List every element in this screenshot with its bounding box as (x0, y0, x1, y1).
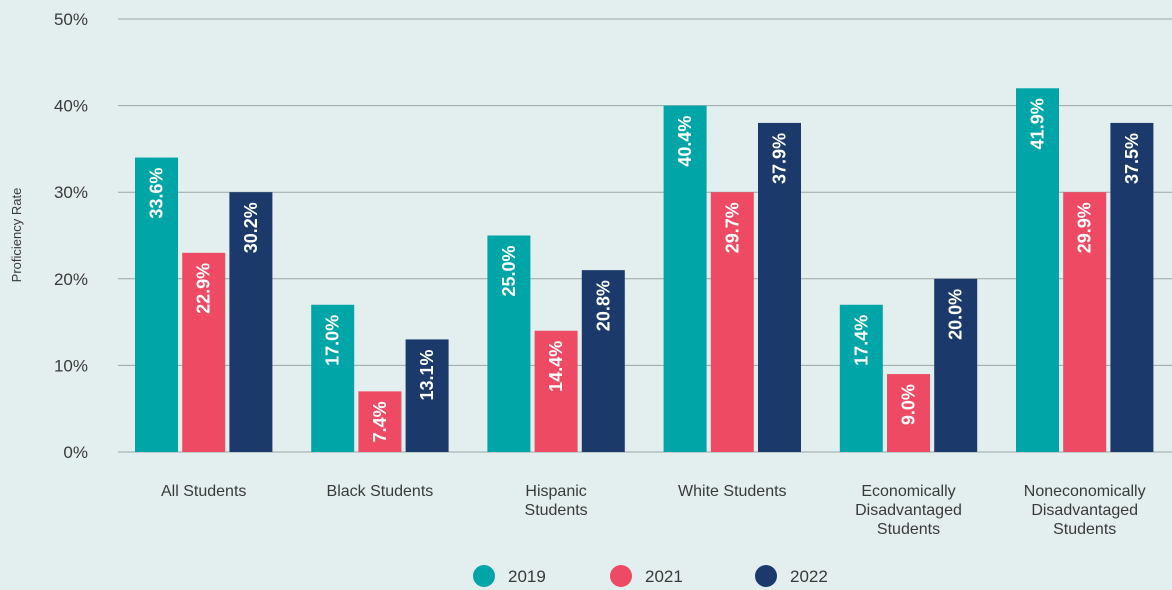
bar-value-label: 7.4% (370, 401, 390, 442)
bar-value-label: 25.0% (499, 246, 519, 297)
category-label-line: Hispanic (525, 483, 586, 500)
legend-swatch (473, 565, 495, 587)
category-label-line: Students (877, 521, 940, 538)
bar-value-label: 20.8% (593, 280, 613, 331)
bar-2019 (135, 157, 178, 452)
bar-value-label: 29.9% (1075, 202, 1095, 253)
bar-2021 (710, 192, 754, 452)
bar-2019 (311, 304, 355, 452)
category-label: Hispanic Students (525, 483, 588, 519)
category-label-line: Disadvantaged (855, 502, 962, 519)
legend-item-2021: 2021 (610, 565, 683, 587)
category-label: White Students (678, 483, 787, 500)
category-label-line: Black Students (327, 483, 434, 500)
bar-value-label: 13.1% (417, 349, 437, 400)
category-label-line: Students (1053, 521, 1116, 538)
category-label-line: Economically (861, 483, 955, 500)
bar-2022 (229, 192, 273, 452)
legend-swatch (755, 565, 777, 587)
bar-value-label: 17.4% (851, 315, 871, 366)
bar-2021 (534, 330, 578, 452)
legend-swatch (610, 565, 632, 587)
bar-value-label: 22.9% (194, 263, 214, 314)
bar-2022 (934, 278, 978, 452)
bar-2019 (663, 105, 707, 452)
bar-2021 (887, 374, 930, 452)
category-label: Economically Disadvantaged Students (855, 483, 962, 538)
category-label: Black Students (327, 483, 434, 500)
bar-2022 (405, 339, 449, 452)
bar-labels: 33.6% 22.9% 30.2% 17.0% 7.4% 13.1% 25.0% 14.4% 2… (147, 98, 1142, 442)
gridlines (118, 18, 1172, 453)
category-label: All Students (161, 483, 246, 500)
bar-value-label: 20.0% (946, 289, 966, 340)
bar-value-label: 33.6% (147, 168, 167, 219)
bar-value-label: 14.4% (546, 341, 566, 392)
legend: 2019 2021 2022 (473, 565, 828, 587)
y-tick-label: 20% (54, 270, 88, 289)
bar-2022 (1110, 122, 1154, 453)
bar-value-label: 41.9% (1028, 98, 1048, 149)
bar-2022 (758, 122, 801, 453)
bar-2021 (182, 252, 226, 452)
y-tick-label: 0% (63, 443, 88, 462)
bar-value-label: 17.0% (323, 315, 343, 366)
bar-2021 (358, 391, 402, 452)
bar-2019 (839, 304, 883, 452)
legend-item-2022: 2022 (755, 565, 828, 587)
bar-2019 (487, 235, 531, 452)
bar-value-label: 29.7% (722, 202, 742, 253)
bar-value-label: 40.4% (675, 116, 695, 167)
legend-label: 2022 (790, 567, 828, 586)
bar-value-label: 37.9% (770, 133, 790, 184)
bar-2021 (1063, 192, 1107, 452)
legend-item-2019: 2019 (473, 565, 546, 587)
legend-label: 2019 (508, 567, 546, 586)
bar-value-label: 30.2% (241, 202, 261, 253)
category-label-line: Noneconomically (1024, 483, 1146, 500)
y-tick-label: 10% (54, 356, 88, 375)
category-label: Noneconomically Disadvantaged Students (1024, 483, 1146, 538)
y-tick-label: 50% (54, 10, 88, 29)
category-label-line: All Students (161, 483, 246, 500)
bar-2022 (581, 270, 625, 452)
legend-label: 2021 (645, 567, 683, 586)
category-label-line: Students (525, 502, 588, 519)
category-label-line: White Students (678, 483, 787, 500)
bar-2019 (1016, 88, 1059, 452)
y-axis-ticks: 0% 10% 20% 30% 40% 50% (54, 10, 88, 462)
y-tick-label: 40% (54, 97, 88, 116)
y-tick-label: 30% (54, 183, 88, 202)
bars (135, 88, 1154, 453)
category-label-line: Disadvantaged (1031, 502, 1138, 519)
bar-value-label: 9.0% (899, 384, 919, 425)
y-axis-title: Proficiency Rate (9, 188, 24, 283)
bar-value-label: 37.5% (1122, 133, 1142, 184)
